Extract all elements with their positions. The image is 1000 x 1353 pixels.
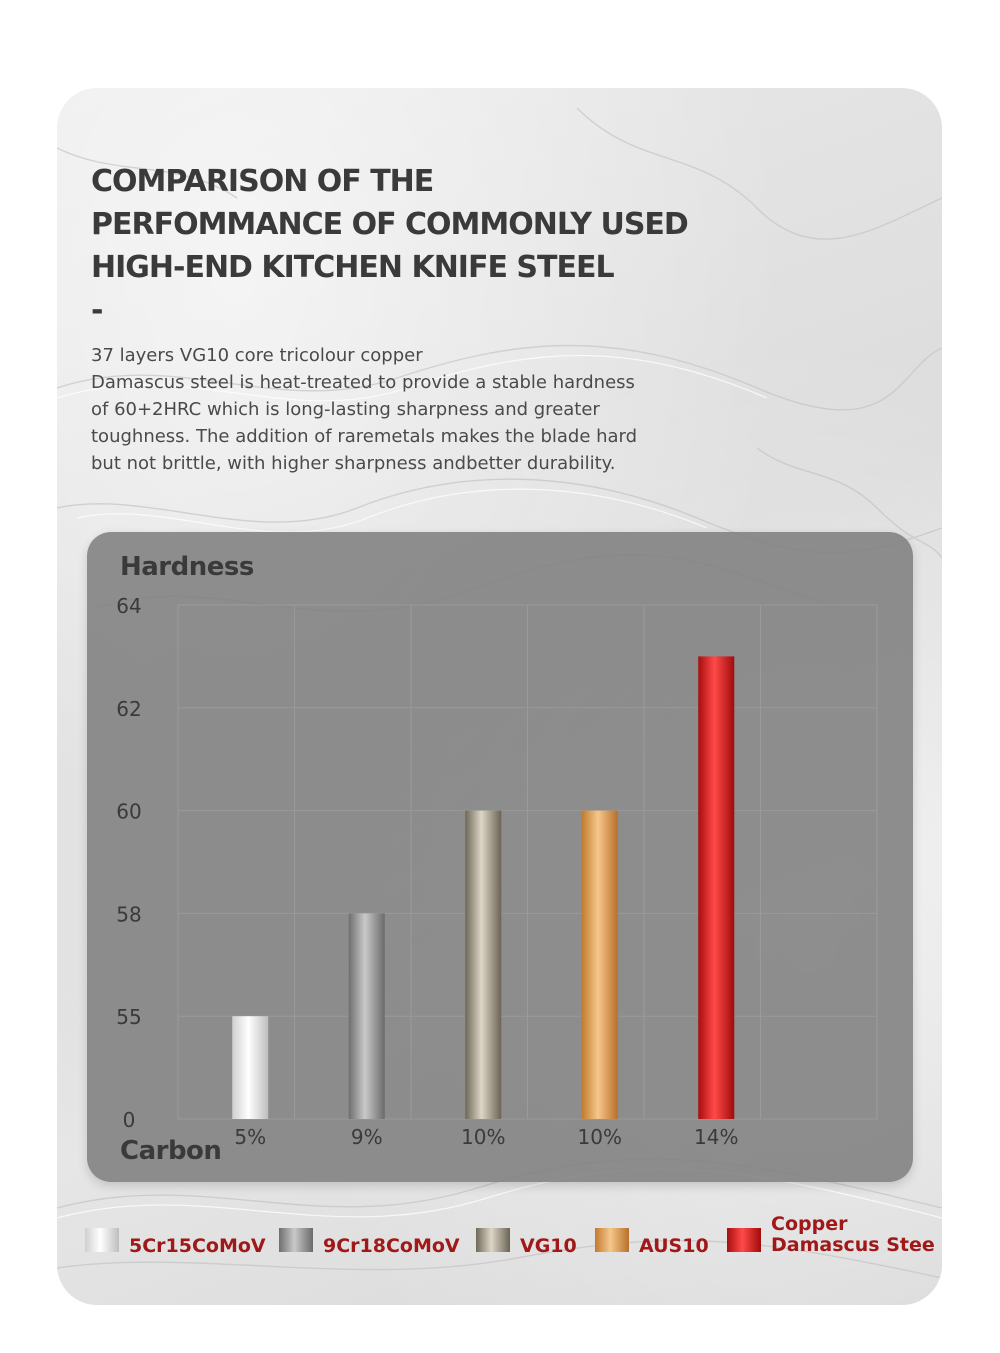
legend-label: 9Cr18CoMoV	[323, 1235, 460, 1257]
legend: 5Cr15CoMoV 9Cr18CoMoV VG10 AUS10 Copper Damas…	[57, 1208, 942, 1298]
legend-label: AUS10	[639, 1235, 709, 1257]
description: 37 layers VG10 core tricolour copper Dam…	[91, 342, 681, 477]
x-tick-label: 9%	[351, 1125, 383, 1149]
bar	[232, 1016, 269, 1119]
bar	[698, 656, 735, 1119]
title-line: COMPARISON OF THE	[91, 164, 434, 199]
bar-chart: 0 55 58 60 62 64 5% 9% 10% 10% 14%	[116, 594, 878, 1149]
y-axis-title: Hardness	[120, 552, 254, 582]
y-tick-label: 60	[116, 800, 141, 824]
bar	[465, 810, 502, 1119]
y-tick-label: 0	[123, 1108, 136, 1132]
description-line: of 60+2HRC which is long-lasting sharpne…	[91, 399, 600, 420]
description-line: 37 layers VG10 core tricolour copper	[91, 345, 423, 366]
y-tick-label: 55	[116, 1005, 141, 1029]
legend-swatch	[595, 1228, 629, 1252]
description-line: toughness. The addition of raremetals ma…	[91, 426, 638, 447]
y-tick-label: 58	[116, 902, 141, 926]
page-title: COMPARISON OF THE PERFOMMANCE OF COMMONL…	[91, 160, 851, 332]
y-tick-label: 64	[116, 594, 141, 618]
legend-swatch	[85, 1228, 119, 1252]
chart-panel: Hardness 0 55 58 60 62 64 5% 9% 10% 10% 14% Carbon	[87, 532, 913, 1182]
x-tick-label: 5%	[234, 1125, 266, 1149]
legend-swatch	[476, 1228, 510, 1252]
legend-label: 5Cr15CoMoV	[129, 1235, 266, 1257]
y-tick-label: 62	[116, 697, 141, 721]
x-tick-label: 10%	[578, 1125, 622, 1149]
x-axis-title: Carbon	[120, 1136, 222, 1166]
bar	[581, 810, 618, 1119]
x-tick-label: 10%	[461, 1125, 505, 1149]
x-tick-label: 14%	[694, 1125, 738, 1149]
legend-label: VG10	[520, 1235, 577, 1257]
legend-swatch	[279, 1228, 313, 1252]
legend-label: Copper Damascus Stee	[771, 1213, 935, 1256]
title-line: HIGH-END KITCHEN KNIFE STEEL	[91, 250, 615, 285]
description-line: Damascus steel is heat-treated to provid…	[91, 372, 635, 393]
title-line: -	[91, 293, 103, 328]
infographic-card: COMPARISON OF THE PERFOMMANCE OF COMMONL…	[57, 88, 942, 1305]
bar	[348, 913, 385, 1119]
title-line: PERFOMMANCE OF COMMONLY USED	[91, 207, 689, 242]
legend-swatch	[727, 1228, 761, 1252]
description-line: but not brittle, with higher sharpness a…	[91, 453, 616, 474]
